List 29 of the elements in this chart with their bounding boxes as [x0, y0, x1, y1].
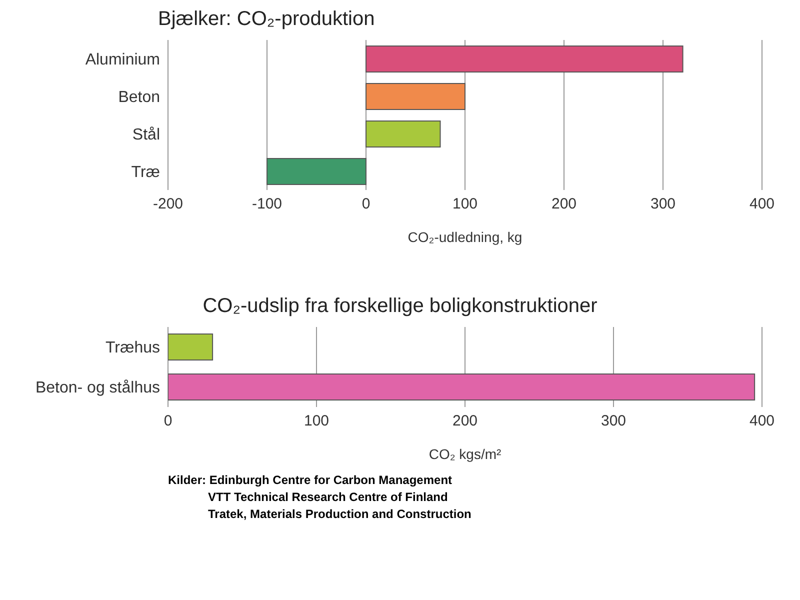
x-tick-label: -200	[152, 196, 184, 213]
y-tick-label: Træhus	[105, 340, 160, 357]
text: Kilder: Edinburgh Centre for Carbon Management	[167, 472, 454, 489]
chart-title: CO₂-udslip fra forskellige boligkonstruktioner	[202, 295, 598, 318]
x-tick-label: 100	[304, 412, 330, 430]
bar	[366, 120, 441, 148]
x-tick-label: 0	[164, 412, 172, 430]
x-axis-title: CO₂ kgs/m²	[428, 446, 502, 462]
bar	[366, 46, 684, 72]
y-tick-label: Beton- og stålhus	[35, 380, 160, 397]
chart-title: Bjælker: CO₂-produktion	[157, 8, 376, 31]
bar	[366, 83, 466, 110]
y-tick-label: Træ	[131, 164, 160, 181]
x-tick-label: 300	[650, 196, 676, 213]
y-tick-label: Beton	[118, 88, 160, 106]
text: Tratek, Materials Production and Construction	[207, 506, 472, 523]
x-tick-label: -100	[252, 196, 282, 213]
y-tick-label: Aluminium	[85, 51, 160, 68]
x-tick-label: 200	[551, 196, 577, 213]
text: VTT Technical Research Centre of Finland	[207, 489, 449, 506]
y-tick-label: Stål	[132, 126, 160, 144]
bar	[266, 158, 366, 185]
x-tick-label: 400	[749, 196, 775, 213]
x-tick-label: 100	[452, 196, 478, 213]
x-tick-label: 200	[452, 412, 478, 430]
x-tick-label: 300	[600, 412, 626, 430]
x-axis-title: CO₂-udledning, kg	[408, 229, 522, 245]
x-tick-label: 400	[749, 412, 775, 430]
x-tick-label: 0	[362, 196, 370, 213]
